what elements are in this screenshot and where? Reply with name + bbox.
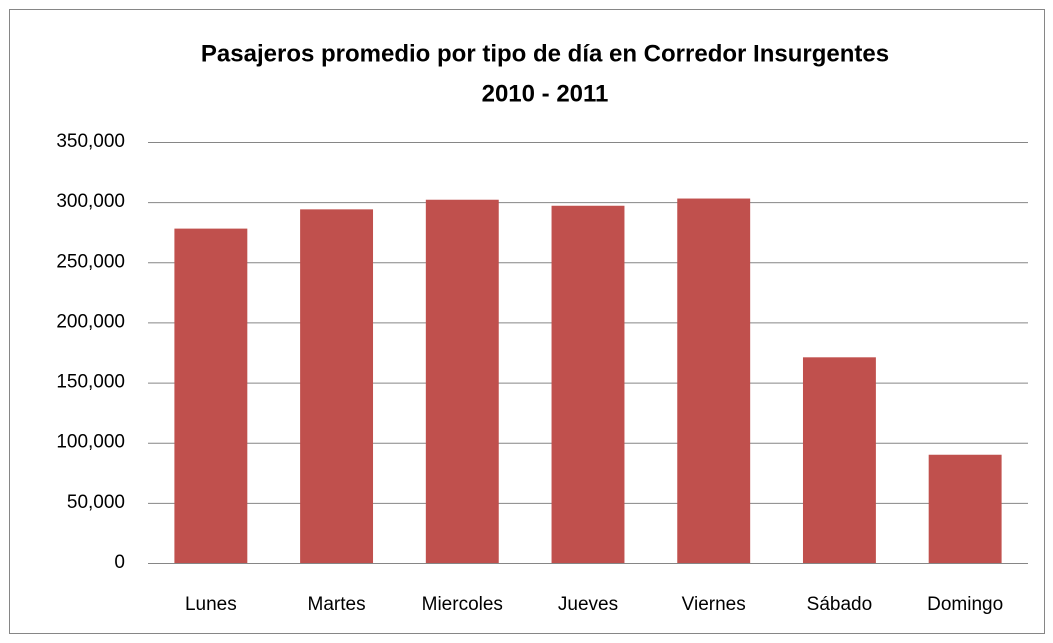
y-tick-label: 300,000 xyxy=(56,191,125,212)
y-tick-label: 150,000 xyxy=(56,372,125,393)
x-tick-label: Lunes xyxy=(185,594,237,615)
bar xyxy=(425,199,499,564)
x-tick-label: Jueves xyxy=(558,594,618,615)
bar xyxy=(677,198,751,563)
x-tick-label: Martes xyxy=(308,594,366,615)
x-tick-label: Viernes xyxy=(682,594,746,615)
x-tick-label: Sábado xyxy=(807,594,873,615)
y-tick-label: 50,000 xyxy=(67,492,125,513)
chart-title: 2010 - 2011 xyxy=(482,80,609,107)
y-tick-label: 250,000 xyxy=(56,251,125,272)
bar xyxy=(802,357,876,563)
x-tick-label: Miercoles xyxy=(422,594,503,615)
x-tick-label: Domingo xyxy=(927,594,1003,615)
y-tick-label: 0 xyxy=(114,552,125,573)
bar xyxy=(174,228,248,563)
bar xyxy=(300,209,374,564)
bar xyxy=(551,205,625,563)
bar xyxy=(928,454,1002,563)
y-tick-label: 200,000 xyxy=(56,311,125,332)
y-tick-label: 350,000 xyxy=(56,131,125,152)
chart-title: Pasajeros promedio por tipo de día en Co… xyxy=(201,40,889,67)
y-tick-label: 100,000 xyxy=(56,432,125,453)
